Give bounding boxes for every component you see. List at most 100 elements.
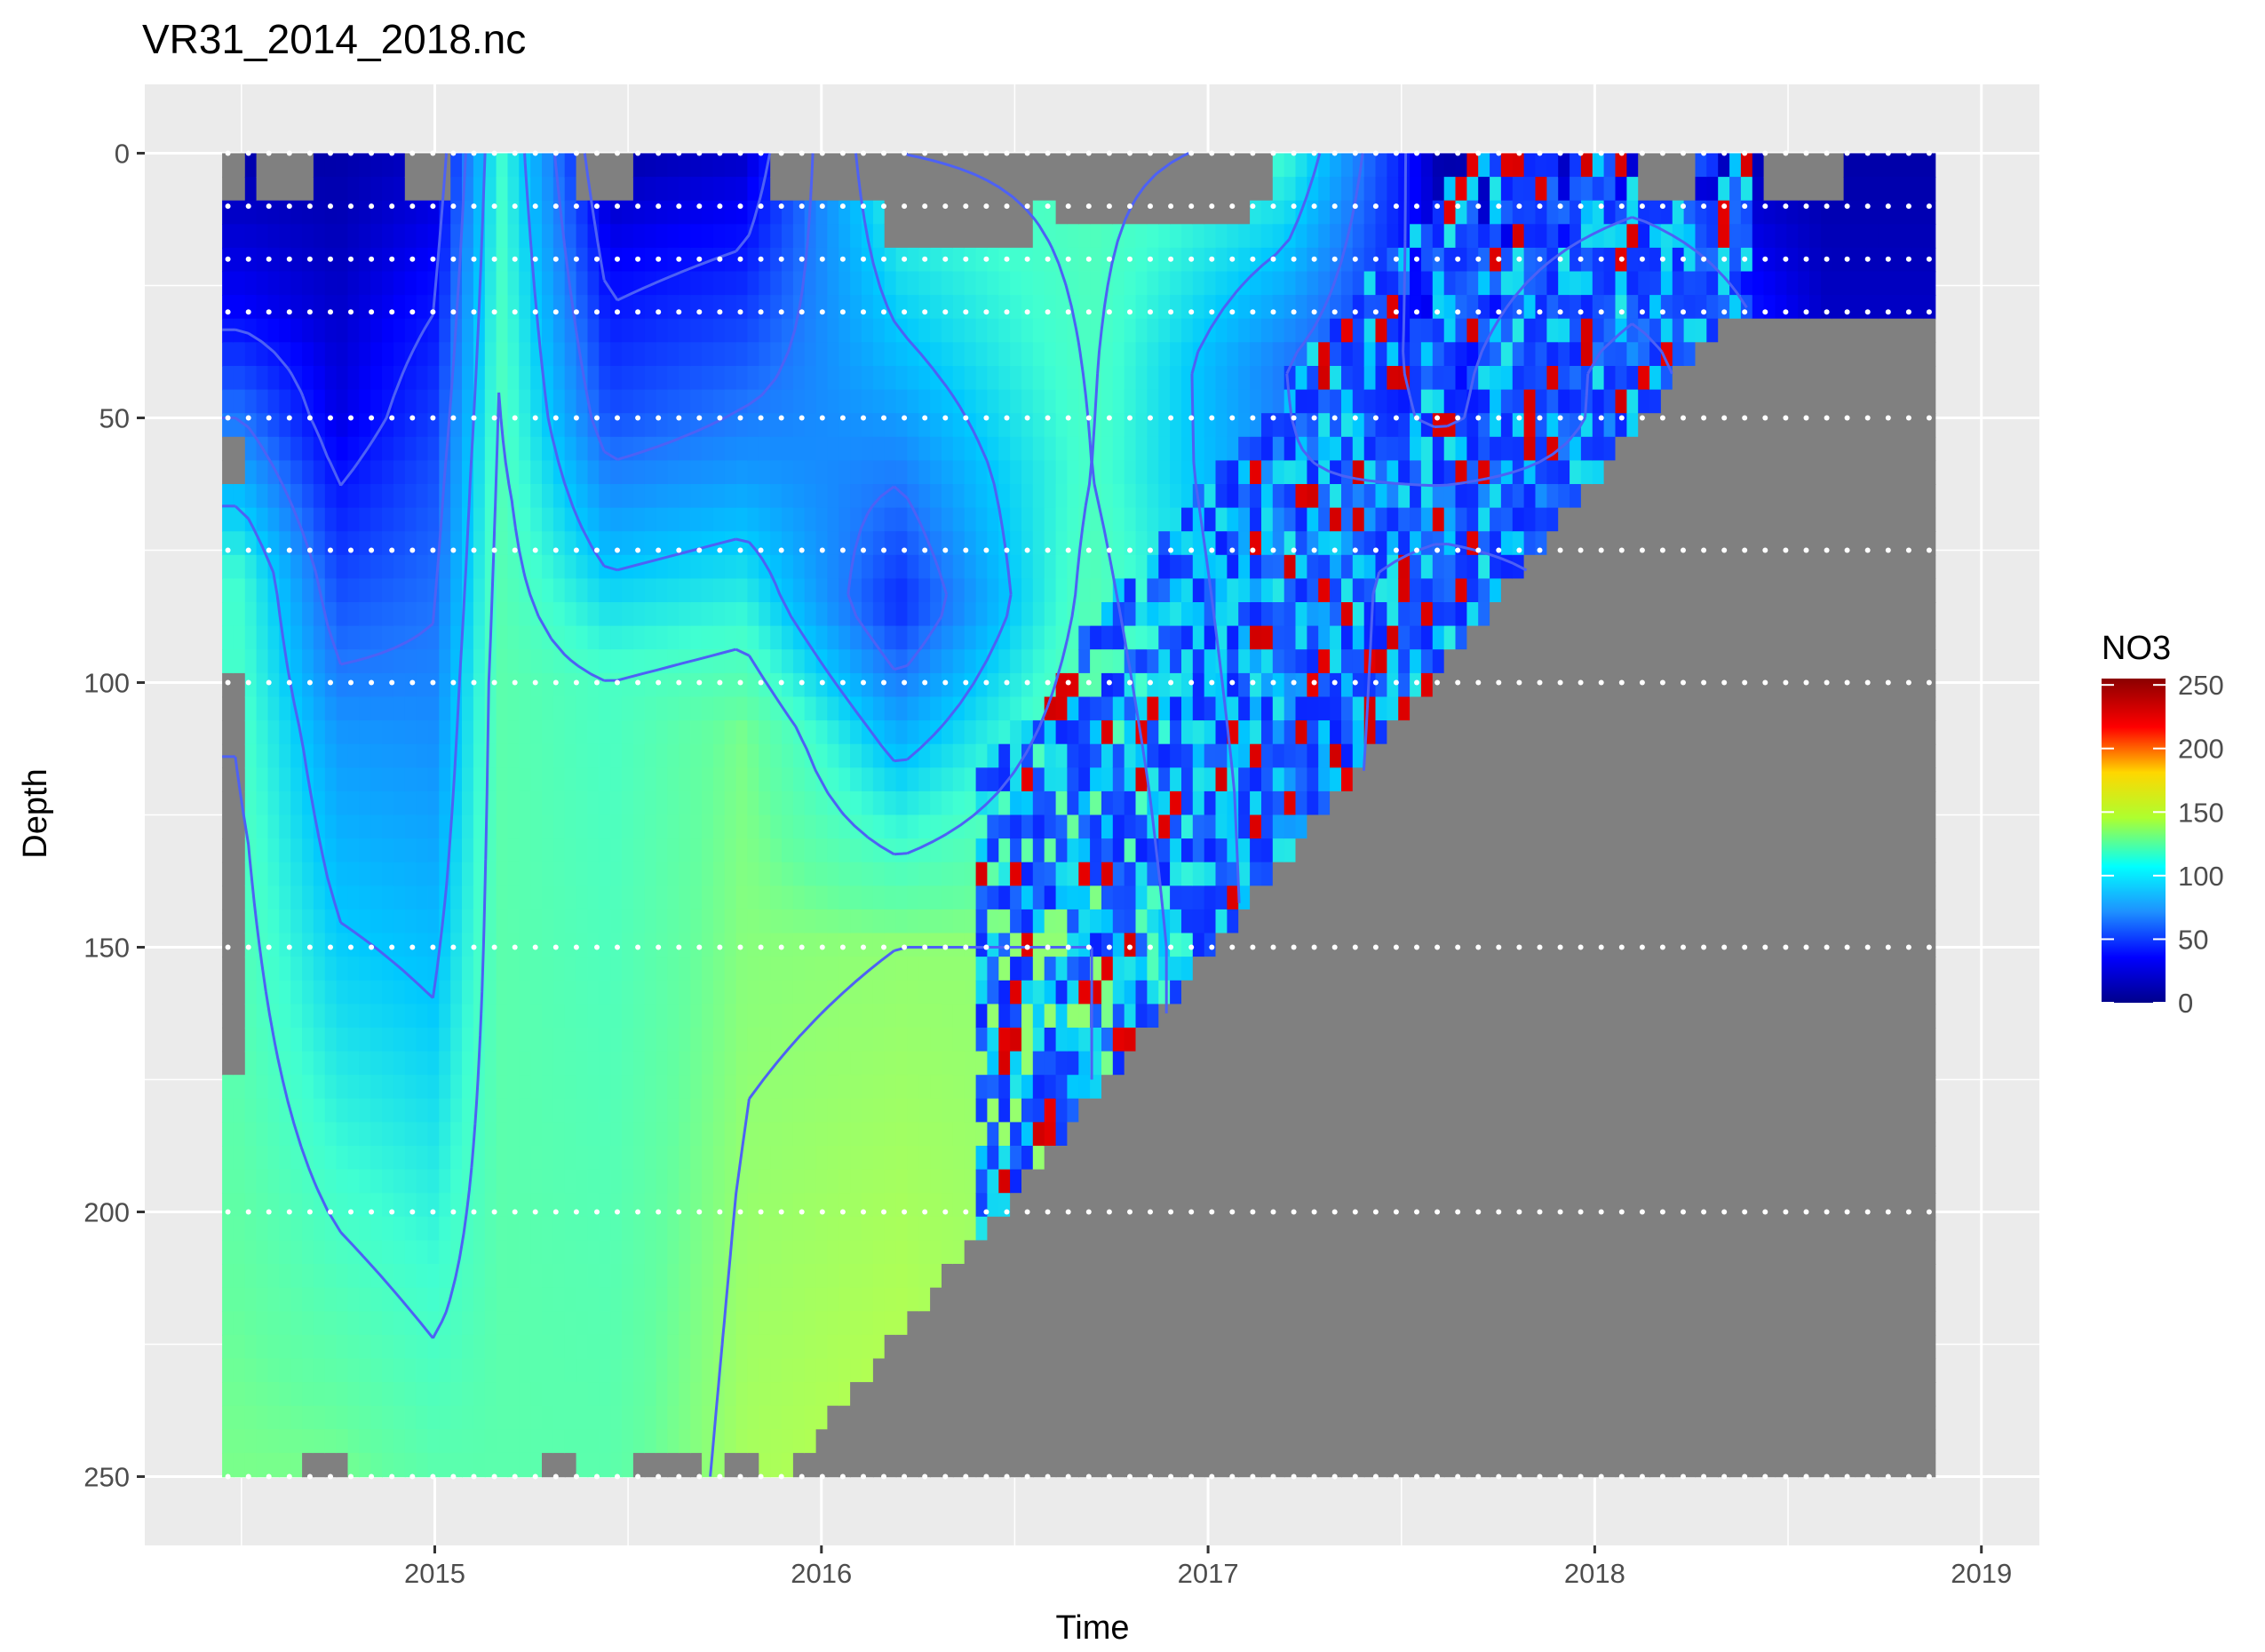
heatmap-cell: [462, 1405, 474, 1431]
heatmap-cell: [712, 790, 726, 816]
heatmap-cell: [1204, 767, 1217, 792]
heatmap-cell: [1192, 224, 1205, 249]
heatmap-cell: [1124, 957, 1137, 981]
heatmap-cell: [552, 602, 566, 627]
heatmap-cell: [1078, 649, 1091, 674]
heatmap-cell: [1010, 1334, 1022, 1360]
heatmap-cell: [404, 672, 417, 698]
heatmap-cell: [1078, 980, 1091, 1005]
heatmap-cell: [336, 1028, 349, 1052]
heatmap-cell: [1135, 271, 1148, 296]
heatmap-cell: [222, 1051, 234, 1076]
heatmap-cell: [1112, 531, 1125, 556]
heatmap-cell: [644, 1146, 657, 1171]
heatmap-cell: [1032, 295, 1045, 320]
heatmap-cell: [1044, 1146, 1057, 1171]
heatmap-cell: [690, 767, 703, 792]
heatmap-cell: [644, 1051, 657, 1076]
heatmap-cell: [644, 1334, 657, 1360]
heatmap-cell: [222, 554, 234, 580]
heatmap-cell: [679, 886, 691, 910]
heatmap-cell: [952, 1358, 966, 1383]
heatmap-cell: [1215, 909, 1228, 934]
heatmap-cell: [267, 886, 281, 910]
heatmap-cell: [359, 413, 371, 438]
heatmap-cell: [838, 554, 851, 580]
heatmap-cell: [712, 271, 726, 296]
heatmap-cell: [302, 436, 314, 462]
heatmap-cell: [827, 672, 840, 698]
heatmap-cell: [302, 1287, 314, 1313]
heatmap-cell: [1112, 1405, 1125, 1431]
heatmap-cell: [1101, 720, 1114, 745]
heatmap-cell: [1021, 649, 1034, 674]
heatmap-cell: [610, 1382, 623, 1407]
heatmap-cell: [1055, 413, 1069, 438]
heatmap-cell: [530, 625, 543, 650]
heatmap-cell: [507, 342, 521, 367]
heatmap-cell: [918, 1216, 931, 1242]
heatmap-cell: [462, 318, 474, 344]
heatmap-cell: [792, 247, 806, 273]
heatmap-cell: [712, 1240, 726, 1265]
heatmap-cell: [382, 1405, 394, 1431]
heatmap-cell: [610, 980, 623, 1005]
heatmap-cell: [1101, 1240, 1114, 1265]
heatmap-cell: [1044, 271, 1057, 296]
heatmap-cell: [712, 696, 726, 721]
heatmap-cell: [313, 247, 326, 273]
heatmap-cell: [1021, 318, 1034, 344]
heatmap-cell: [530, 1429, 543, 1454]
heatmap-cell: [815, 413, 829, 438]
heatmap-cell: [656, 814, 669, 839]
heatmap-cell: [952, 342, 966, 367]
heatmap-cell: [644, 1122, 657, 1147]
heatmap-cell: [895, 838, 909, 863]
heatmap-cell: [336, 814, 349, 839]
heatmap-cell: [256, 1382, 269, 1407]
heatmap-cell: [507, 1075, 521, 1100]
heatmap-cell: [484, 460, 497, 485]
heatmap-cell: [599, 838, 611, 863]
heatmap-cell: [393, 271, 406, 296]
heatmap-cell: [542, 602, 554, 627]
heatmap-cell: [1090, 1193, 1102, 1218]
heatmap-cell: [290, 460, 303, 485]
heatmap-cell: [782, 1193, 794, 1218]
heatmap-cell: [1010, 814, 1022, 839]
heatmap-cell: [496, 224, 509, 249]
heatmap-cell: [1192, 909, 1205, 934]
heatmap-cell: [724, 1098, 737, 1124]
heatmap-cell: [279, 1028, 291, 1052]
heatmap-cell: [1227, 460, 1240, 485]
heatmap-cell: [838, 696, 851, 721]
heatmap-cell: [576, 1405, 589, 1431]
heatmap-cell: [416, 625, 429, 650]
heatmap-cell: [1170, 1334, 1182, 1360]
heatmap-cell: [895, 957, 909, 981]
heatmap-cell: [850, 886, 862, 910]
heatmap-cell: [610, 886, 623, 910]
heatmap-cell: [279, 1405, 291, 1431]
heatmap-cell: [942, 507, 954, 532]
heatmap-cell: [862, 318, 874, 344]
heatmap-cell: [1032, 790, 1045, 816]
heatmap-cell: [702, 1122, 714, 1147]
heatmap-cell: [542, 743, 554, 769]
heatmap-cell: [324, 720, 338, 745]
heatmap-cell: [918, 295, 931, 320]
heatmap-cell: [1067, 1098, 1080, 1124]
heatmap-cell: [792, 933, 806, 957]
heatmap-cell: [644, 625, 657, 650]
heatmap-cell: [404, 436, 417, 462]
heatmap-cell: [702, 1405, 714, 1431]
heatmap-cell: [370, 177, 383, 202]
heatmap-cell: [233, 980, 246, 1005]
heatmap-cell: [290, 271, 303, 296]
heatmap-cell: [1112, 838, 1125, 863]
heatmap-cell: [792, 436, 806, 462]
heatmap-cell: [462, 909, 474, 934]
heatmap-cell: [324, 1264, 338, 1289]
heatmap-cell: [747, 436, 760, 462]
heatmap-cell: [792, 1004, 806, 1029]
